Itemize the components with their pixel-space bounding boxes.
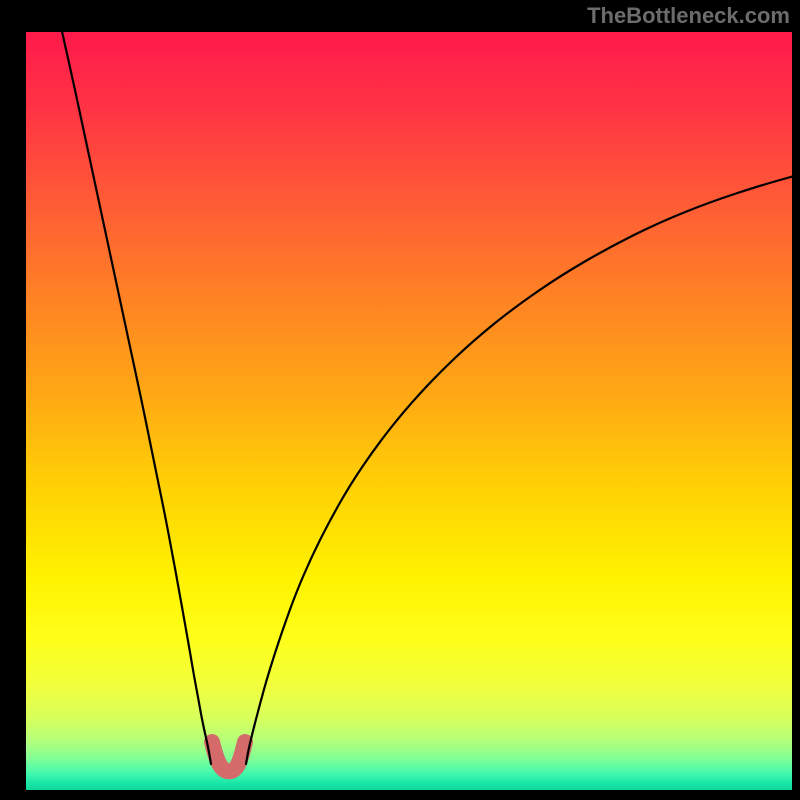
watermark-text: TheBottleneck.com [587,3,790,29]
curves-layer [26,32,792,790]
plot-area [26,32,792,790]
right-curve [246,175,792,764]
left-curve [61,32,211,764]
bottleneck-highlight [212,742,245,771]
